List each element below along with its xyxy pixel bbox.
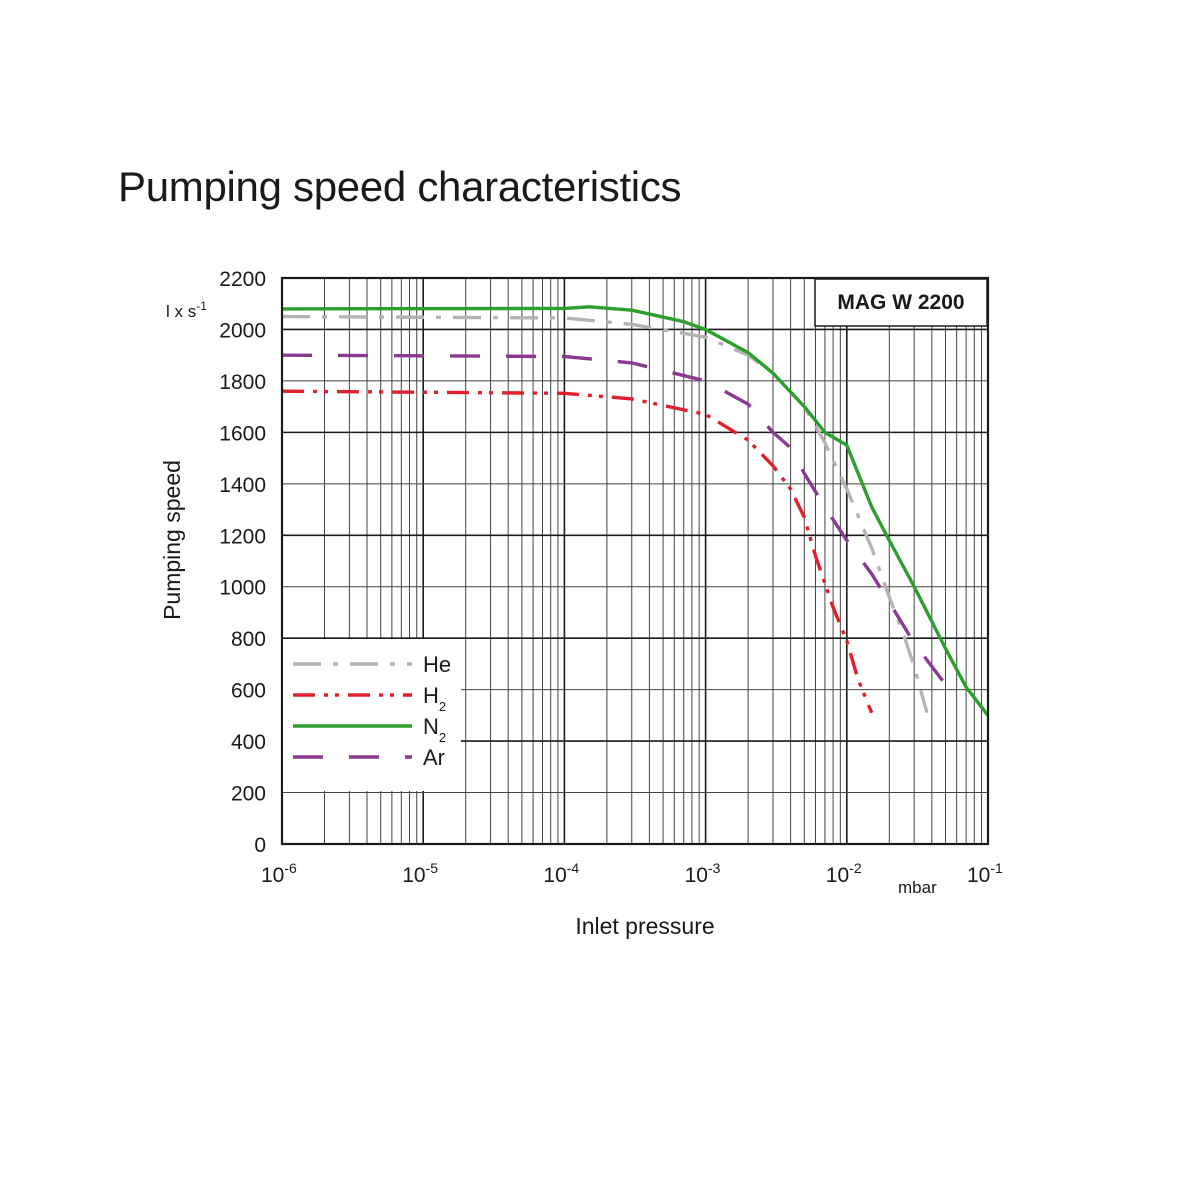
y-tick-label: 1400 [219, 474, 266, 497]
legend-label-he: He [423, 652, 451, 677]
model-label-box: MAG W 2200 [814, 278, 988, 327]
x-tick-label: 10-6 [261, 860, 297, 887]
x-unit-label: mbar [898, 878, 937, 897]
y-tick-label: 2000 [219, 319, 266, 342]
series-line-n2 [281, 305, 990, 717]
plot-frame [280, 276, 990, 846]
y-tick-label: 0 [254, 834, 266, 857]
legend-label-h2: H2 [423, 683, 446, 714]
x-tick-label: 10-2 [826, 860, 862, 887]
y-tick-label: 2200 [219, 268, 266, 291]
x-tick-labels: 10-6 10-5 10-4 10-3 10-2 10-1 [261, 860, 1003, 887]
series-line-he [281, 314, 929, 714]
x-axis-label: Inlet pressure [575, 913, 714, 939]
y-axis-label: Pumping speed [159, 460, 185, 620]
y-tick-label: 600 [231, 680, 266, 703]
x-tick-label: 10-5 [402, 860, 438, 887]
model-label: MAG W 2200 [837, 291, 964, 314]
y-unit-label: l x s-1 [166, 299, 207, 321]
series-line-h2 [281, 389, 874, 714]
x-tick-label: 10-3 [685, 860, 721, 887]
grid-minor-lines [324, 278, 983, 844]
y-tick-label: 400 [231, 731, 266, 754]
x-tick-label: 10-4 [543, 860, 579, 887]
y-tick-label: 1600 [219, 422, 266, 445]
x-tick-label: 10-1 [967, 860, 1003, 887]
y-tick-label: 200 [231, 783, 266, 806]
chart-title: Pumping speed characteristics [118, 163, 682, 210]
y-tick-label: 1000 [219, 577, 266, 600]
legend-label-ar: Ar [423, 745, 445, 770]
y-tick-label: 1800 [219, 371, 266, 394]
series-layer [281, 305, 990, 717]
y-tick-label: 1200 [219, 525, 266, 548]
series-line-ar [281, 353, 953, 696]
legend-label-n2: N2 [423, 714, 446, 745]
y-tick-label: 800 [231, 628, 266, 651]
y-tick-labels: 0 200 400 600 800 1000 1200 1400 1600 1800 2000 220… [219, 268, 266, 857]
